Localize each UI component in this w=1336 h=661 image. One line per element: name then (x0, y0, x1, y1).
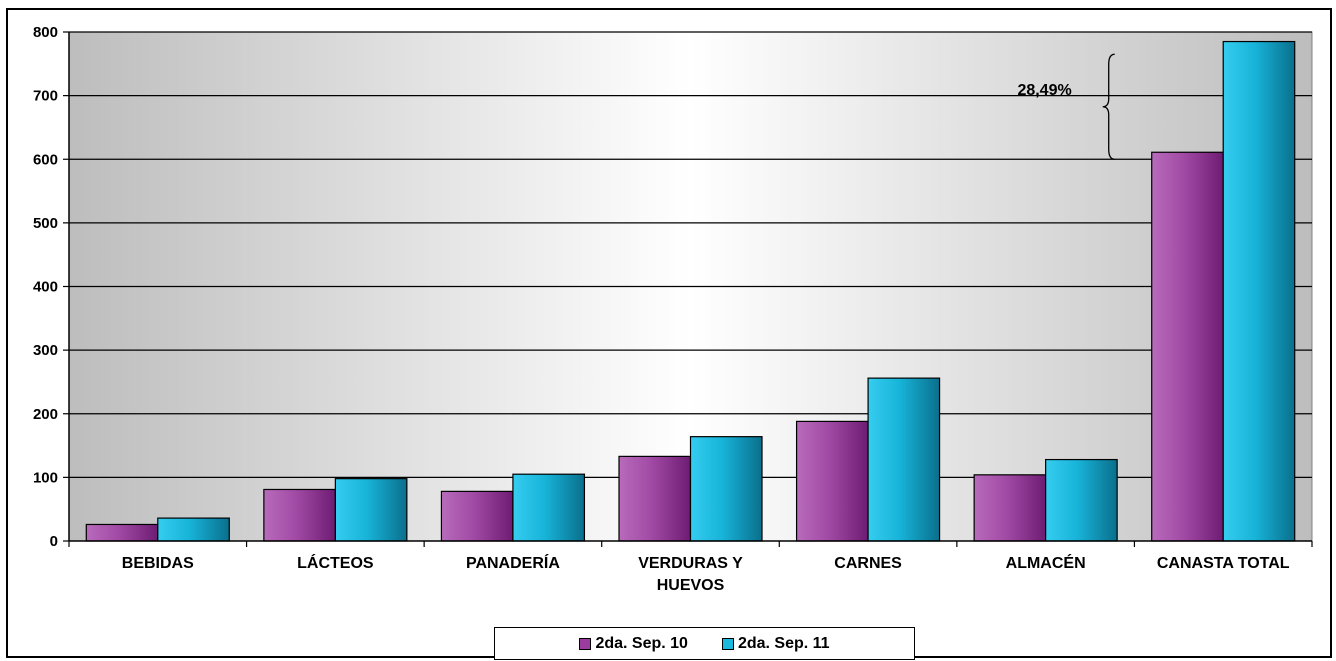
x-category-label-line: LÁCTEOS (297, 553, 374, 572)
bar-series-2-1 (334, 478, 408, 542)
legend-item-series-2: 2da. Sep. 11 (721, 634, 830, 653)
legend-label-series-2: 2da. Sep. 11 (737, 634, 830, 652)
y-tick-label-800: 800 (33, 24, 58, 41)
y-tick-label-400: 400 (33, 279, 58, 296)
x-category-label-0: BEBIDAS (122, 555, 194, 572)
x-category-label-line: VERDURAS Y (638, 555, 743, 572)
bar-series-1-3 (618, 455, 692, 542)
legend-item-series-1: 2da. Sep. 10 (579, 635, 688, 653)
x-category-label-line: PANADERÍA (466, 553, 560, 572)
legend-label-series-1: 2da. Sep. 10 (595, 634, 688, 652)
x-category-label-1: LÁCTEOS (297, 553, 374, 572)
x-category-label-line: CARNES (834, 555, 902, 572)
bar-series-1-2 (440, 490, 514, 542)
bar-series-1-6 (1151, 151, 1224, 542)
legend-swatch-series-2 (721, 637, 734, 650)
bar-series-2-4 (867, 377, 941, 542)
legend: 2da. Sep. 10 2da. Sep. 11 (494, 627, 915, 660)
bar-series-1-4 (795, 420, 869, 542)
x-category-label-6: CANASTA TOTAL (1157, 555, 1290, 572)
bar-series-2-3 (689, 436, 763, 542)
chart-frame: 0 100 200 300 400 500 600 700 800 BEBIDAS LÁCTEOS… (6, 8, 1332, 660)
x-category-label-4: CARNES (834, 555, 902, 572)
y-tick-label-100: 100 (33, 469, 58, 486)
bar-chart: 0 100 200 300 400 500 600 700 800 BEBIDAS LÁCTEOS… (33, 24, 1313, 594)
x-category-label-2: PANADERÍA (466, 553, 560, 572)
bar-series-2-0 (157, 517, 230, 542)
bar-series-1-0 (85, 523, 159, 542)
bar-series-2-2 (512, 473, 586, 542)
y-tick-label-200: 200 (33, 406, 58, 423)
y-tick-label-0: 0 (50, 533, 58, 550)
y-tick-label-700: 700 (33, 88, 58, 105)
bar-series-2-6 (1222, 40, 1296, 542)
y-tick-label-600: 600 (33, 151, 58, 168)
x-category-label-line: ALMACÉN (1006, 553, 1086, 572)
x-category-label-line: CANASTA TOTAL (1157, 555, 1290, 572)
x-category-label-5: ALMACÉN (1006, 553, 1086, 572)
x-category-label-3: VERDURAS Y HUEVOS (638, 555, 743, 594)
bars (68, 40, 1313, 547)
x-category-label-line: HUEVOS (657, 577, 725, 594)
x-category-label-line: BEBIDAS (122, 555, 194, 572)
y-tick-label-500: 500 (33, 215, 58, 232)
bar-series-1-1 (263, 488, 336, 542)
legend-swatch-series-1 (579, 637, 592, 650)
y-axis-tick-labels: 0 100 200 300 400 500 600 700 800 (33, 24, 58, 550)
x-axis-category-labels: BEBIDAS LÁCTEOS PANADERÍA VERDURAS Y HUEVOS C… (122, 553, 1290, 594)
bar-series-1-5 (973, 474, 1047, 542)
y-tick-label-300: 300 (33, 342, 58, 359)
annotation-label-0: 28,49% (1017, 82, 1071, 99)
bar-series-2-5 (1045, 458, 1118, 542)
